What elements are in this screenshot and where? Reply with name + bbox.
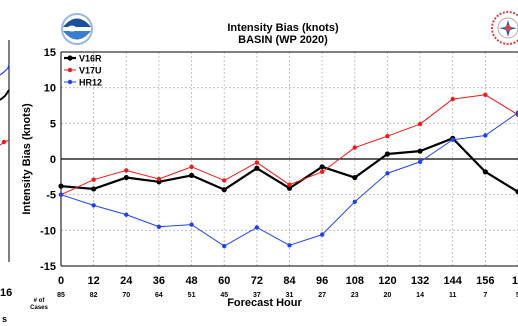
data-point-v17u xyxy=(124,168,129,173)
x-tick-label: 0 xyxy=(58,275,64,287)
svg-text:s: s xyxy=(2,314,7,324)
x-tick-label: 12 xyxy=(88,275,100,287)
y-tick-label: -5 xyxy=(46,190,56,202)
data-point-v17u xyxy=(287,182,292,187)
x-tick-label: 132 xyxy=(411,275,429,287)
case-count: 23 xyxy=(351,292,359,299)
data-point-hr12 xyxy=(352,199,357,204)
data-point-v16r xyxy=(384,151,391,157)
case-count: 85 xyxy=(57,292,65,299)
cases-label: # of xyxy=(34,298,46,304)
data-point-v17u xyxy=(450,96,455,102)
x-tick-label: 48 xyxy=(185,275,197,287)
nws-seal-icon xyxy=(491,11,518,45)
y-tick-label: -15 xyxy=(40,261,56,273)
case-count: 11 xyxy=(449,292,457,299)
data-point-hr12 xyxy=(450,137,455,142)
data-point-v17u xyxy=(483,92,488,98)
legend-marker-v16r xyxy=(67,55,73,61)
x-tick-label: 108 xyxy=(346,275,364,287)
data-point-v16r xyxy=(319,164,325,170)
y-axis-title: Intensity Bias (knots) xyxy=(21,103,33,215)
data-point-hr12 xyxy=(417,159,423,165)
y-tick-label: 10 xyxy=(44,83,56,95)
data-point-v16r xyxy=(417,148,423,154)
x-tick-label: 72 xyxy=(251,275,263,287)
noaa-seal-icon xyxy=(61,13,93,45)
x-tick-label: 24 xyxy=(120,275,133,287)
case-count: 14 xyxy=(416,292,424,299)
chart-title: Intensity Bias (knots) xyxy=(227,22,339,34)
data-point-v16r xyxy=(221,187,227,193)
data-point-v16r xyxy=(515,189,518,195)
data-point-hr12 xyxy=(319,232,325,237)
case-count: 70 xyxy=(122,292,130,299)
case-count: 31 xyxy=(286,292,294,299)
case-count: 51 xyxy=(188,292,196,299)
left-partial-panel: 16 s xyxy=(0,40,12,324)
data-point-v17u xyxy=(319,169,325,175)
plot-area: -15 -10 -5 0 5 10 15 0 12 24 36 48 60 72 84 96 108 120 132… xyxy=(21,22,518,311)
x-tick-label: 144 xyxy=(444,275,463,287)
case-count: 27 xyxy=(318,292,326,299)
case-count: 20 xyxy=(384,292,392,299)
case-count: 45 xyxy=(220,292,228,299)
data-point-v17u xyxy=(189,164,194,170)
data-point-hr12 xyxy=(91,203,96,208)
legend-label-hr12: HR12 xyxy=(79,78,102,88)
data-point-v16r xyxy=(286,185,293,191)
x-tick-label: 96 xyxy=(316,275,328,287)
data-point-v17u xyxy=(222,178,227,183)
case-count: 37 xyxy=(253,292,261,299)
data-point-v16r xyxy=(482,169,488,175)
legend-marker-hr12 xyxy=(67,79,73,85)
legend-label-v16r: V16R xyxy=(79,54,102,64)
y-tick-label: -10 xyxy=(40,225,56,237)
x-tick-label: 120 xyxy=(378,275,396,287)
data-point-v17u xyxy=(417,121,423,127)
case-count: 64 xyxy=(155,292,163,299)
svg-text:16: 16 xyxy=(0,287,12,299)
x-tick-label: 60 xyxy=(218,275,230,287)
data-point-v16r xyxy=(91,186,97,192)
legend-marker-v17u xyxy=(67,67,73,73)
data-point-v16r xyxy=(352,174,358,181)
data-point-v17u xyxy=(352,145,357,150)
case-count: 7 xyxy=(483,292,487,299)
data-point-hr12 xyxy=(58,192,64,197)
data-point-v16r xyxy=(58,183,64,189)
data-point-hr12 xyxy=(287,243,292,248)
x-tick-label: 36 xyxy=(153,275,165,287)
x-axis-title: Forecast Hour xyxy=(227,297,302,309)
case-count: 82 xyxy=(90,292,98,299)
data-point-hr12 xyxy=(156,224,162,229)
data-point-v16r xyxy=(188,172,195,179)
data-point-hr12 xyxy=(483,133,488,138)
cases-label: Cases xyxy=(30,305,48,311)
y-tick-label: 15 xyxy=(44,47,56,59)
data-point-hr12 xyxy=(222,243,227,249)
data-point-hr12 xyxy=(124,212,129,217)
data-point-v17u xyxy=(385,133,390,139)
data-point-v17u xyxy=(91,177,96,182)
chart-subtitle: BASIN (WP 2020) xyxy=(238,34,328,46)
data-point-hr12 xyxy=(254,225,260,230)
y-tick-label: 5 xyxy=(50,118,56,130)
y-tick-label: 0 xyxy=(50,154,56,166)
legend-label-v17u: V17U xyxy=(79,66,102,76)
case-count: 5 xyxy=(516,292,518,299)
data-point-v16r xyxy=(123,174,129,181)
x-tick-label: 16 xyxy=(512,275,518,287)
data-point-v17u xyxy=(254,160,260,165)
x-tick-label: 84 xyxy=(283,275,296,287)
data-point-v16r xyxy=(254,165,260,171)
data-point-hr12 xyxy=(515,110,518,115)
data-point-hr12 xyxy=(385,171,390,176)
data-point-hr12 xyxy=(189,222,194,227)
data-point-v17u xyxy=(156,176,162,182)
x-tick-label: 156 xyxy=(476,275,494,287)
